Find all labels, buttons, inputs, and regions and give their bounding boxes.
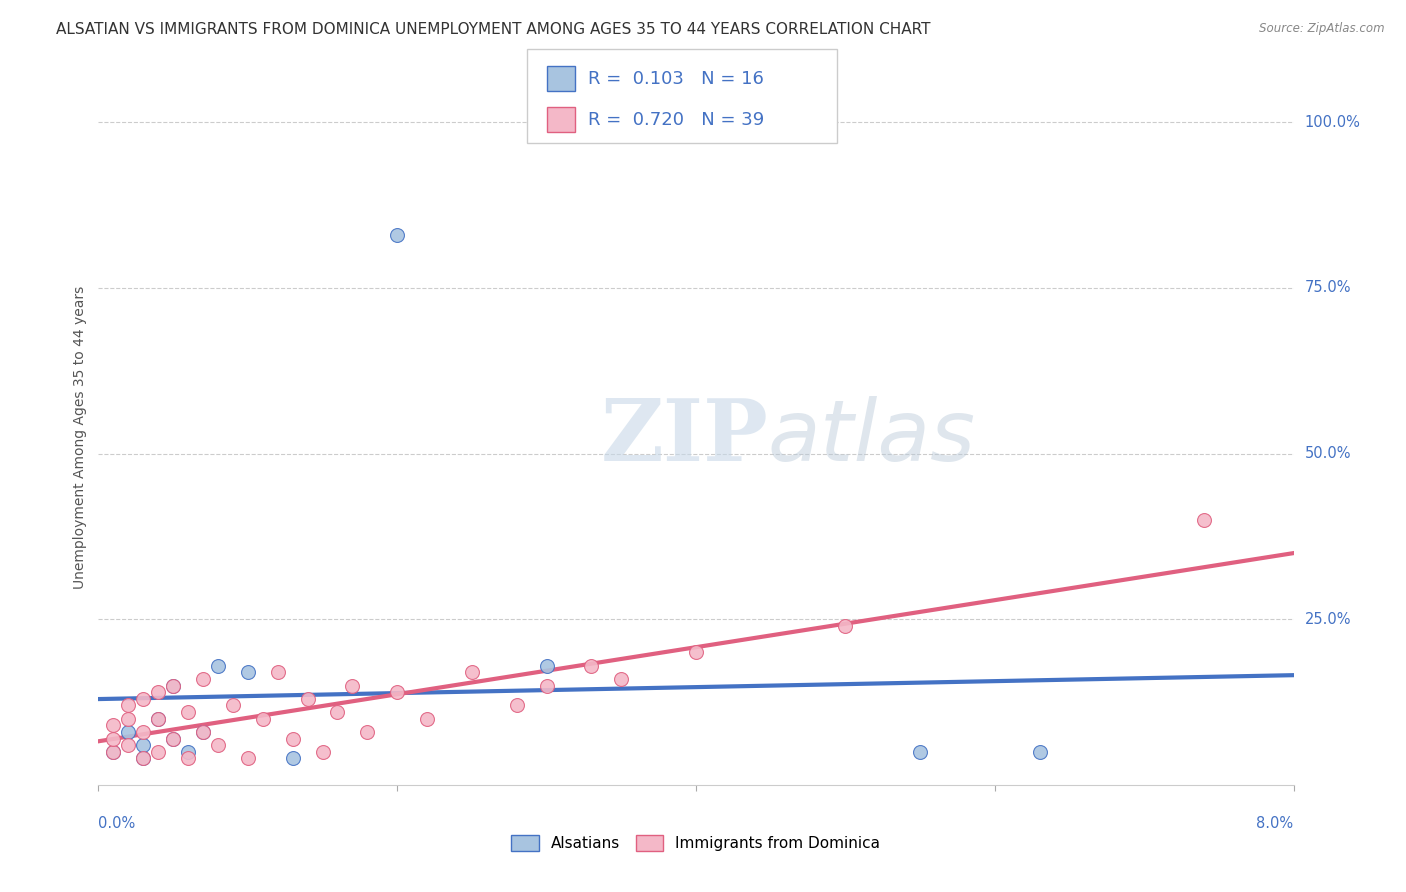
Text: 100.0%: 100.0% <box>1305 115 1361 130</box>
Point <box>162 679 184 693</box>
Point <box>581 658 603 673</box>
Text: R =  0.103   N = 16: R = 0.103 N = 16 <box>588 70 763 88</box>
Point <box>177 705 200 719</box>
Point <box>103 745 125 759</box>
Point <box>326 705 349 719</box>
Point <box>385 227 409 242</box>
Point <box>162 731 184 746</box>
Point <box>117 712 139 726</box>
Point <box>281 751 304 765</box>
Point <box>685 645 707 659</box>
Point <box>132 751 155 765</box>
Point <box>191 725 214 739</box>
Point <box>207 738 229 752</box>
Text: ZIP: ZIP <box>600 395 768 479</box>
Point <box>461 665 484 680</box>
Text: 25.0%: 25.0% <box>1305 612 1351 627</box>
Point <box>252 712 274 726</box>
Point <box>356 725 378 739</box>
Point <box>207 658 229 673</box>
Text: Source: ZipAtlas.com: Source: ZipAtlas.com <box>1260 22 1385 36</box>
Point <box>385 685 409 699</box>
Text: ALSATIAN VS IMMIGRANTS FROM DOMINICA UNEMPLOYMENT AMONG AGES 35 TO 44 YEARS CORR: ALSATIAN VS IMMIGRANTS FROM DOMINICA UNE… <box>56 22 931 37</box>
Text: 0.0%: 0.0% <box>98 815 135 830</box>
Point <box>342 679 364 693</box>
Point <box>610 672 633 686</box>
Point <box>536 658 558 673</box>
Point <box>162 679 184 693</box>
Point <box>222 698 245 713</box>
Point <box>191 725 214 739</box>
Point <box>834 619 856 633</box>
Text: 50.0%: 50.0% <box>1305 446 1351 461</box>
Point <box>103 718 125 732</box>
Point <box>177 751 200 765</box>
Text: 8.0%: 8.0% <box>1257 815 1294 830</box>
Point <box>103 731 125 746</box>
Point <box>148 712 170 726</box>
Point <box>132 691 155 706</box>
Point <box>311 745 333 759</box>
Point <box>132 751 155 765</box>
Point <box>908 745 931 759</box>
Point <box>191 672 214 686</box>
Text: 75.0%: 75.0% <box>1305 280 1351 295</box>
Point <box>177 745 200 759</box>
Point <box>148 712 170 726</box>
Point <box>148 685 170 699</box>
Point <box>536 679 558 693</box>
Point <box>1028 745 1050 759</box>
Point <box>117 698 139 713</box>
Point <box>297 691 319 706</box>
Point <box>132 725 155 739</box>
Point <box>281 731 304 746</box>
Point <box>117 725 139 739</box>
Point <box>1192 513 1215 527</box>
Point <box>236 751 259 765</box>
Point <box>103 745 125 759</box>
Point <box>236 665 259 680</box>
Point <box>132 738 155 752</box>
Text: R =  0.720   N = 39: R = 0.720 N = 39 <box>588 111 763 128</box>
Text: atlas: atlas <box>768 395 976 479</box>
Point <box>117 738 139 752</box>
Y-axis label: Unemployment Among Ages 35 to 44 years: Unemployment Among Ages 35 to 44 years <box>73 285 87 589</box>
Point <box>506 698 529 713</box>
Point <box>148 745 170 759</box>
Point <box>162 731 184 746</box>
Point <box>267 665 290 680</box>
Point <box>416 712 439 726</box>
Legend: Alsatians, Immigrants from Dominica: Alsatians, Immigrants from Dominica <box>505 830 887 857</box>
